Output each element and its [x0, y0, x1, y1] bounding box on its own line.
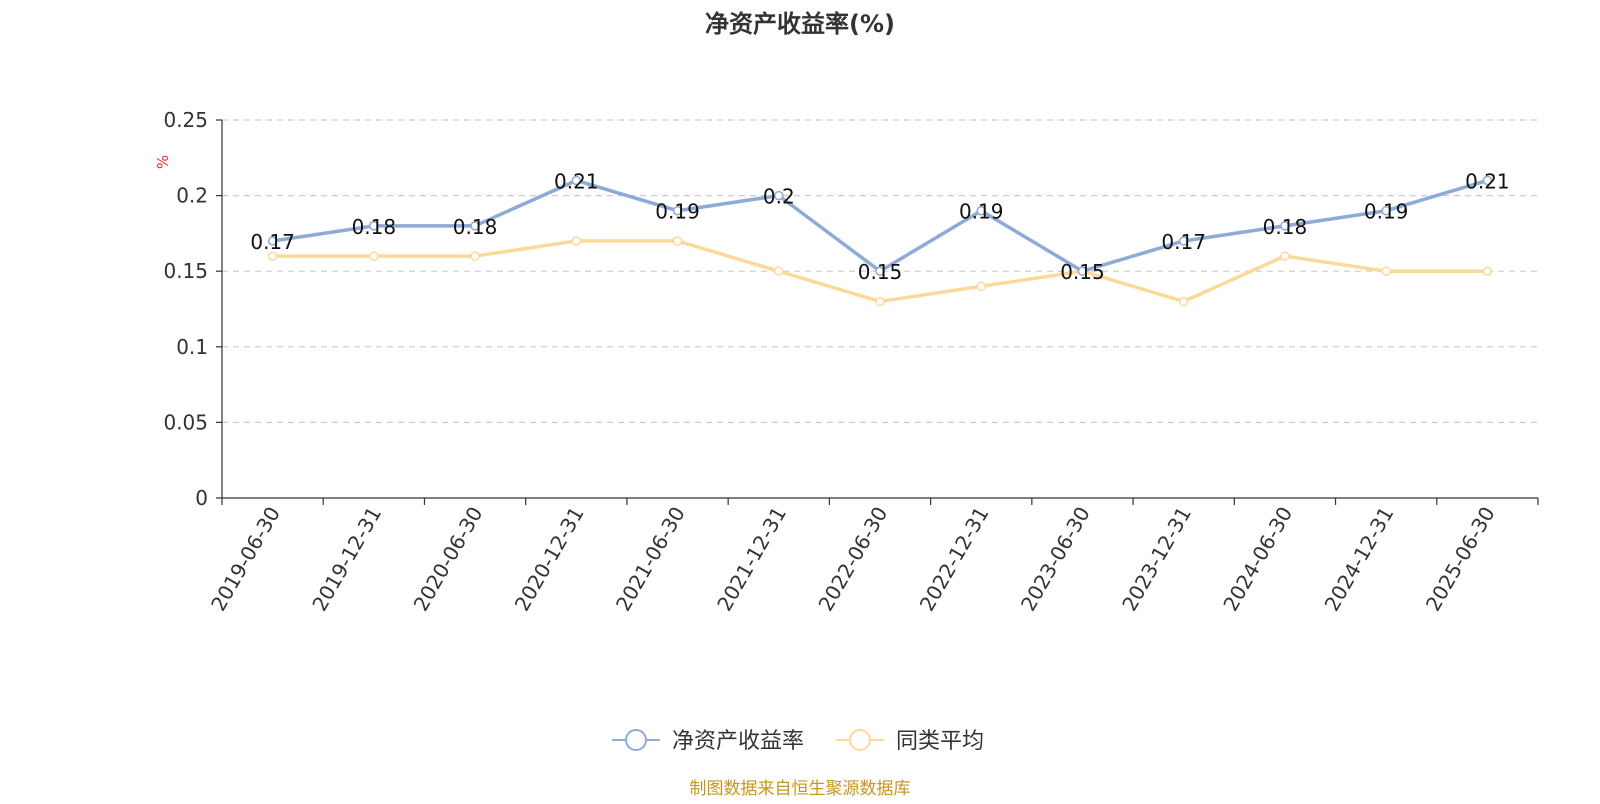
data-point — [672, 205, 683, 216]
y-axis-label: % — [154, 155, 172, 169]
y-tick-label: 0.25 — [163, 108, 208, 132]
x-tick-label: 2024-06-30 — [1218, 503, 1297, 616]
data-point — [470, 221, 480, 231]
x-tick-label: 2023-06-30 — [1016, 503, 1095, 616]
data-point — [1381, 266, 1391, 276]
data-point — [1077, 266, 1088, 276]
data-point — [875, 296, 885, 307]
series-lines — [267, 175, 1493, 307]
data-point — [369, 251, 379, 261]
source-note: 制图数据来自恒生聚源数据库 — [690, 779, 911, 799]
data-point — [774, 190, 784, 201]
x-tick-label: 2021-12-31 — [712, 503, 791, 616]
data-point — [369, 221, 379, 231]
data-point — [976, 281, 986, 292]
legend-label: 净资产收益率 — [672, 729, 804, 754]
data-label: 0.15 — [1060, 260, 1105, 284]
data-label: 0.21 — [1465, 169, 1510, 193]
x-tick-label: 2020-06-30 — [409, 502, 488, 615]
data-point — [1482, 175, 1493, 186]
data-point — [672, 236, 683, 246]
data-labels: 0.17 0.18 0.18 0.21 0.19 0.2 0.15 0.19 0.15 0.17 0… — [250, 169, 1509, 284]
x-tick-label: 2024-12-31 — [1320, 503, 1399, 616]
data-point — [1280, 251, 1290, 261]
chart-title: 净资产收益率(%) — [705, 10, 895, 38]
data-label: 0.18 — [1263, 215, 1308, 239]
data-point — [976, 205, 986, 216]
data-label: 0.19 — [959, 200, 1004, 224]
data-point — [1381, 205, 1391, 216]
x-tick-label: 2019-12-31 — [307, 503, 386, 616]
x-tick-label: 2022-06-30 — [813, 503, 892, 616]
data-point — [875, 266, 885, 276]
x-tick-label: 2020-12-31 — [510, 503, 589, 616]
data-label: 0.15 — [858, 260, 903, 284]
data-label: 0.17 — [1161, 230, 1206, 254]
y-tick-label: 0.2 — [176, 184, 208, 208]
data-label: 0.21 — [554, 169, 599, 193]
legend-item: 净资产收益率 — [612, 729, 804, 754]
data-point — [1178, 236, 1189, 246]
x-tick-label: 2022-12-31 — [915, 502, 994, 615]
x-tick-label: 2019-06-30 — [206, 503, 285, 616]
x-tick-label: 2025-06-30 — [1421, 503, 1500, 616]
data-point — [1482, 266, 1493, 276]
data-point — [774, 266, 784, 276]
data-point — [1280, 221, 1290, 231]
legend-marker — [849, 729, 871, 751]
data-label: 0.17 — [250, 230, 295, 254]
data-label: 0.19 — [1364, 200, 1409, 224]
data-label: 0.2 — [763, 185, 795, 209]
y-tick-label: 0.15 — [163, 259, 208, 283]
data-point — [1178, 296, 1189, 307]
data-label: 0.18 — [352, 215, 397, 239]
data-label: 0.18 — [453, 215, 498, 239]
data-point — [571, 236, 582, 246]
y-tick-label: 0 — [195, 486, 208, 510]
x-tick-label: 2021-06-30 — [611, 503, 690, 616]
data-point — [267, 236, 278, 246]
data-point — [571, 175, 582, 186]
legend-item: 同类平均 — [836, 729, 984, 754]
y-tick-label: 0.05 — [163, 410, 208, 434]
data-label: 0.19 — [655, 200, 700, 224]
data-point — [267, 251, 278, 261]
y-tick-label: 0.1 — [176, 335, 208, 359]
data-point — [470, 251, 480, 261]
legend-marker — [625, 729, 647, 751]
x-tick-label: 2023-12-31 — [1117, 503, 1196, 616]
legend-label: 同类平均 — [896, 729, 984, 754]
legend: 净资产收益率 同类平均 — [612, 729, 984, 754]
axes: 0 0.05 0.1 0.15 0.2 0.25% 2019-06-30 2019-12-31… — [154, 108, 1539, 616]
